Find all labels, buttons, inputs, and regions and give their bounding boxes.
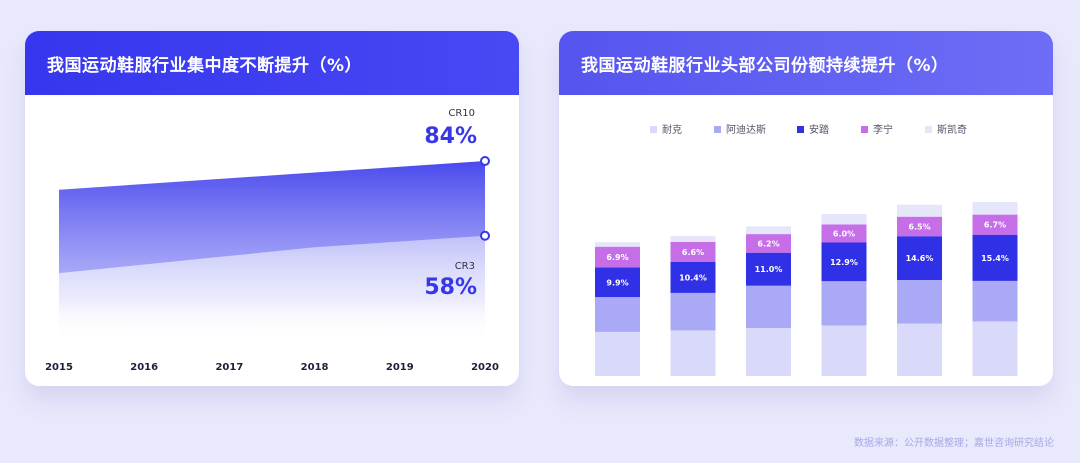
bar-data-label-lining: 6.5% [908,222,930,231]
bar-data-label-anta: 11.0% [755,265,783,274]
end-value-cr3: 58% [424,275,477,300]
legend-swatch-lining [861,126,868,133]
legend-swatch-adidas [714,126,721,133]
cr-area-chart: CR10 84% CR3 58% 2015 2016 2017 2018 2019 2020 [45,108,499,373]
x-tick-label: 2017 [215,362,243,373]
bar-segment-skechers [595,242,640,247]
share-chart-title: 我国运动鞋服行业头部公司份额持续提升（%） [559,31,1053,95]
bar-data-label-anta: 10.4% [679,273,707,282]
bar-data-label-lining: 6.9% [606,253,628,262]
bar-segment-skechers [670,235,716,242]
bar-data-label-lining: 6.7% [984,221,1006,230]
bar-data-label-lining: 6.2% [757,239,779,248]
source-note: 数据来源：公开数据整理；嘉世咨询研究结论 [854,438,1054,449]
bar-segment-nike [595,331,640,376]
legend-swatch-anta [797,126,804,133]
x-tick-label: 2016 [130,362,158,373]
bar-segment-adidas [746,285,791,328]
bar-segment-anta [972,234,1018,281]
bar-segment-lining [595,246,640,268]
legend-label-skechers: 斯凯奇 [937,123,967,136]
area-cr3 [59,235,485,345]
bar-data-label-lining: 6.0% [833,230,855,239]
bar-segment-lining [897,216,942,237]
bar-segment-adidas [897,280,942,324]
bar-segment-nike [746,328,791,376]
x-tick-label: 2018 [301,362,329,373]
bar-segment-anta [670,261,716,293]
bar-segment-nike [897,323,942,376]
series-name-cr10: CR10 [448,108,475,119]
x-tick-label: 2015 [45,362,73,373]
bar-segment-lining [972,214,1018,235]
cr-chart-title: 我国运动鞋服行业集中度不断提升（%） [25,31,519,95]
bar-segment-skechers [897,204,942,217]
bar-segment-nike [972,321,1018,376]
bar-segment-anta [595,267,640,298]
bar-segment-skechers [821,214,867,225]
bar-segment-nike [821,325,867,376]
bar-segment-lining [670,241,716,262]
endpoint-cr10 [480,156,490,166]
series-name-cr3: CR3 [455,261,475,272]
x-tick-label: 2019 [386,362,414,373]
bar-segment-adidas [670,292,716,331]
bar-data-label-lining: 6.6% [682,248,704,257]
endpoint-cr3 [480,230,490,241]
cr-chart-card: 我国运动鞋服行业集中度不断提升（%） CR10 84% CR3 58% 2015 2016… [25,31,519,386]
bar-segment-adidas [595,297,640,332]
share-stacked-bar-chart: 耐克阿迪达斯安踏李宁斯凯奇9.9%6.9%201510.4%6.6%201611… [595,123,1018,376]
legend-label-adidas: 阿迪达斯 [726,123,766,136]
bar-data-label-anta: 12.9% [830,258,858,267]
bar-data-label-anta: 9.9% [606,278,628,287]
bar-segment-lining [746,234,791,253]
bar-data-label-anta: 15.4% [981,254,1009,263]
end-value-cr10: 84% [424,124,477,149]
bar-segment-adidas [972,280,1018,322]
share-chart-card: 我国运动鞋服行业头部公司份额持续提升（%） 耐克 阿迪达斯 安踏 李宁 斯凯奇 9.9% 6… [559,31,1053,386]
legend-swatch-nike [650,126,657,133]
bar-segment-anta [897,236,942,280]
bar-segment-skechers [972,202,1018,215]
bar-segment-adidas [821,281,867,326]
bar-segment-anta [746,252,791,286]
legend-label-anta: 安踏 [809,123,829,136]
bar-segment-skechers [746,226,791,235]
legend-label-nike: 耐克 [662,123,682,136]
bar-segment-anta [821,242,867,282]
bar-segment-lining [821,224,867,243]
x-tick-label: 2020 [471,362,499,373]
legend-label-lining: 李宁 [873,123,893,136]
legend-swatch-skechers [925,126,932,133]
bar-data-label-anta: 14.6% [906,254,934,263]
bar-segment-nike [670,330,716,376]
